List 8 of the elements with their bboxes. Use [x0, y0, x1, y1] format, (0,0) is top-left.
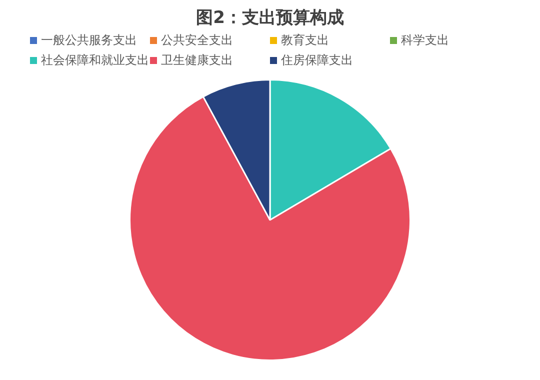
legend-label: 卫生健康支出: [161, 52, 233, 69]
chart-title: 图2：支出预算构成: [195, 7, 345, 30]
legend-label: 公共安全支出: [161, 32, 233, 49]
legend-label: 一般公共服务支出: [41, 32, 137, 49]
legend-label: 科学支出: [401, 32, 449, 49]
legend-label: 社会保障和就业支出: [41, 52, 149, 69]
legend-label: 教育支出: [281, 32, 329, 49]
legend-label: 住房保障支出: [281, 52, 353, 69]
